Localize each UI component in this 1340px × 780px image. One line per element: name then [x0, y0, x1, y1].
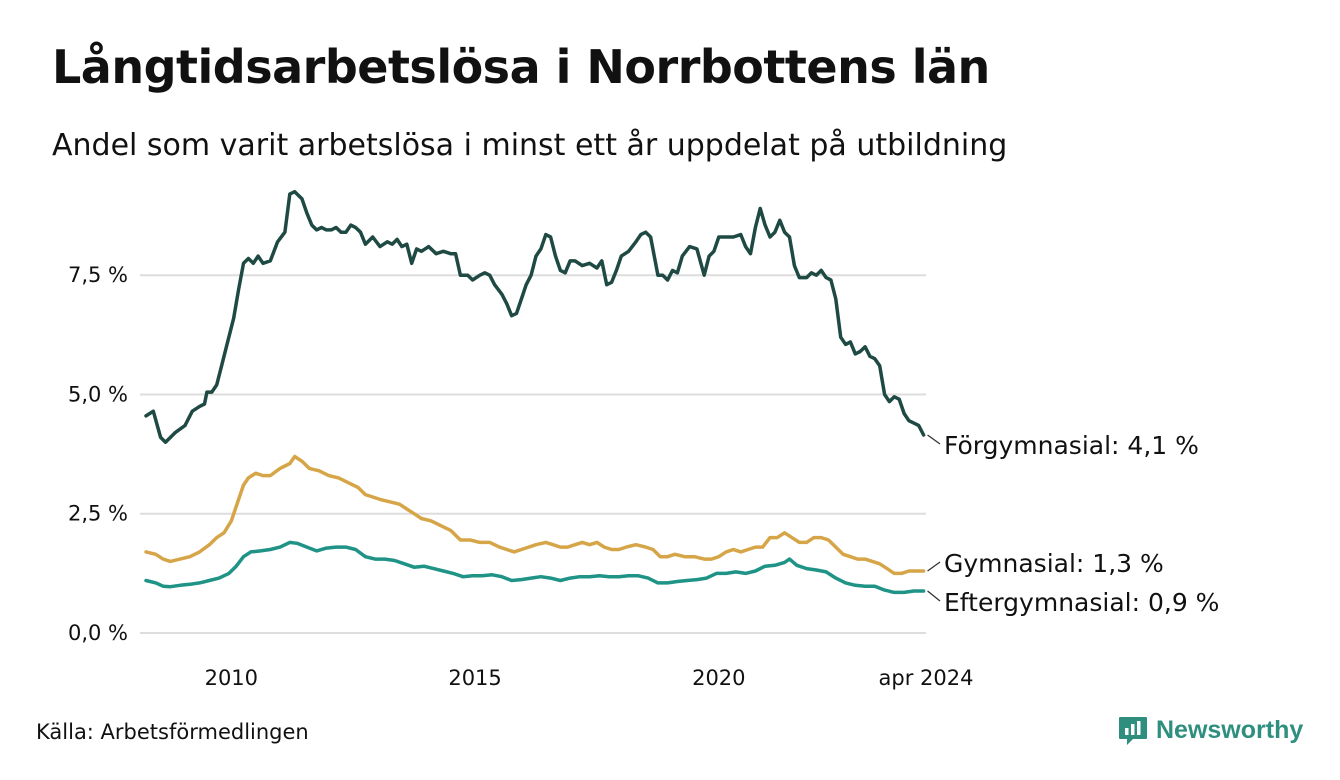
brand-name: Newsworthy — [1156, 715, 1304, 744]
end-label-förgymnasial: Förgymnasial: 4,1 % — [944, 431, 1199, 460]
x-tick-label-0: 2010 — [205, 666, 258, 690]
x-tick-label-1: 2015 — [448, 666, 501, 690]
newsworthy-logo-icon — [1119, 717, 1147, 745]
source-note: Källa: Arbetsförmedlingen — [36, 720, 309, 744]
chart-subtitle: Andel som varit arbetslösa i minst ett å… — [52, 128, 1008, 163]
x-tick-label-3: apr 2024 — [879, 666, 974, 690]
series-line-gymnasial — [144, 454, 926, 576]
brand-logo: Newsworthy — [1118, 714, 1303, 746]
series-layer — [144, 189, 926, 595]
y-tick-label-2: 5,0 % — [68, 382, 128, 406]
y-tick-label-0: 0,0 % — [68, 621, 128, 645]
y-tick-label-1: 2,5 % — [68, 502, 128, 526]
end-label-eftergymnasial: Eftergymnasial: 0,9 % — [944, 588, 1219, 617]
chart-title: Långtidsarbetslösa i Norrbottens län — [52, 40, 990, 94]
x-tick-label-2: 2020 — [692, 666, 745, 690]
grid-layer — [140, 274, 926, 634]
leader-line-eftergymnasial — [927, 590, 941, 602]
series-line-förgymnasial — [144, 189, 926, 444]
leader-line-gymnasial — [927, 561, 941, 572]
leader-line-förgymnasial — [927, 434, 941, 445]
y-axis-labels: 0,0 % 2,5 % 5,0 % 7,5 % — [68, 263, 128, 645]
end-label-gymnasial: Gymnasial: 1,3 % — [944, 549, 1164, 578]
series-line-eftergymnasial — [144, 540, 926, 595]
x-axis-labels: 2010 2015 2020 apr 2024 — [205, 666, 974, 690]
y-tick-label-3: 7,5 % — [68, 263, 128, 287]
end-labels: Förgymnasial: 4,1 % Gymnasial: 1,3 % Efter… — [927, 431, 1219, 617]
